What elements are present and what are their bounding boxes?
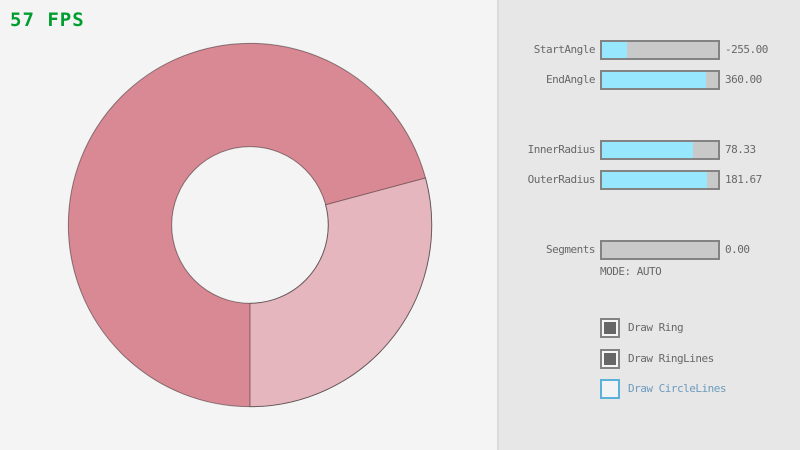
start-angle-label: StartAngle	[533, 43, 596, 56]
draw-circle-lines-checkbox[interactable]	[600, 379, 620, 399]
draw-ring-checkbox-row[interactable]: Draw Ring	[600, 318, 684, 338]
checkmark-fill	[604, 322, 616, 334]
slider-row-inner-radius: InnerRadius 78.33	[497, 140, 800, 160]
end-angle-slider[interactable]	[600, 70, 720, 90]
segments-label: Segments	[546, 243, 595, 256]
inner-radius-slider[interactable]	[600, 140, 720, 160]
slider-row-end-angle: EndAngle 360.00	[497, 70, 800, 90]
start-angle-slider[interactable]	[600, 40, 720, 60]
slider-row-start-angle: StartAngle -255.00	[497, 40, 800, 60]
outer-radius-value: 181.67	[725, 173, 762, 186]
mode-status-text: MODE: AUTO	[600, 265, 662, 278]
segments-slider[interactable]	[600, 240, 720, 260]
outer-radius-label: OuterRadius	[527, 173, 596, 186]
draw-circle-lines-label: Draw CircleLines	[628, 382, 726, 395]
ring-single-pass-wedge	[249, 177, 433, 408]
panel-divider	[497, 0, 499, 450]
fps-counter: 57 FPS	[10, 9, 85, 31]
slider-row-segments: Segments 0.00	[497, 240, 800, 260]
draw-ring-label: Draw Ring	[628, 321, 684, 334]
control-panel: StartAngle -255.00 EndAngle 360.00 Inner…	[497, 0, 800, 450]
outer-radius-slider-fill	[602, 172, 708, 188]
end-angle-slider-fill	[602, 72, 707, 88]
end-angle-value: 360.00	[725, 73, 762, 86]
end-angle-label: EndAngle	[546, 73, 595, 86]
slider-row-outer-radius: OuterRadius 181.67	[497, 170, 800, 190]
draw-circle-lines-checkbox-row[interactable]: Draw CircleLines	[600, 379, 726, 399]
inner-radius-value: 78.33	[725, 143, 756, 156]
inner-radius-label: InnerRadius	[527, 143, 596, 156]
draw-ring-checkbox[interactable]	[600, 318, 620, 338]
segments-value: 0.00	[725, 243, 750, 256]
inner-radius-slider-fill	[602, 142, 693, 158]
start-angle-slider-fill	[602, 42, 628, 58]
start-angle-value: -255.00	[725, 43, 768, 56]
draw-ring-lines-checkbox[interactable]	[600, 349, 620, 369]
checkmark-fill	[604, 353, 616, 365]
outer-radius-slider[interactable]	[600, 170, 720, 190]
draw-ring-lines-label: Draw RingLines	[628, 352, 714, 365]
draw-ring-lines-checkbox-row[interactable]: Draw RingLines	[600, 349, 714, 369]
